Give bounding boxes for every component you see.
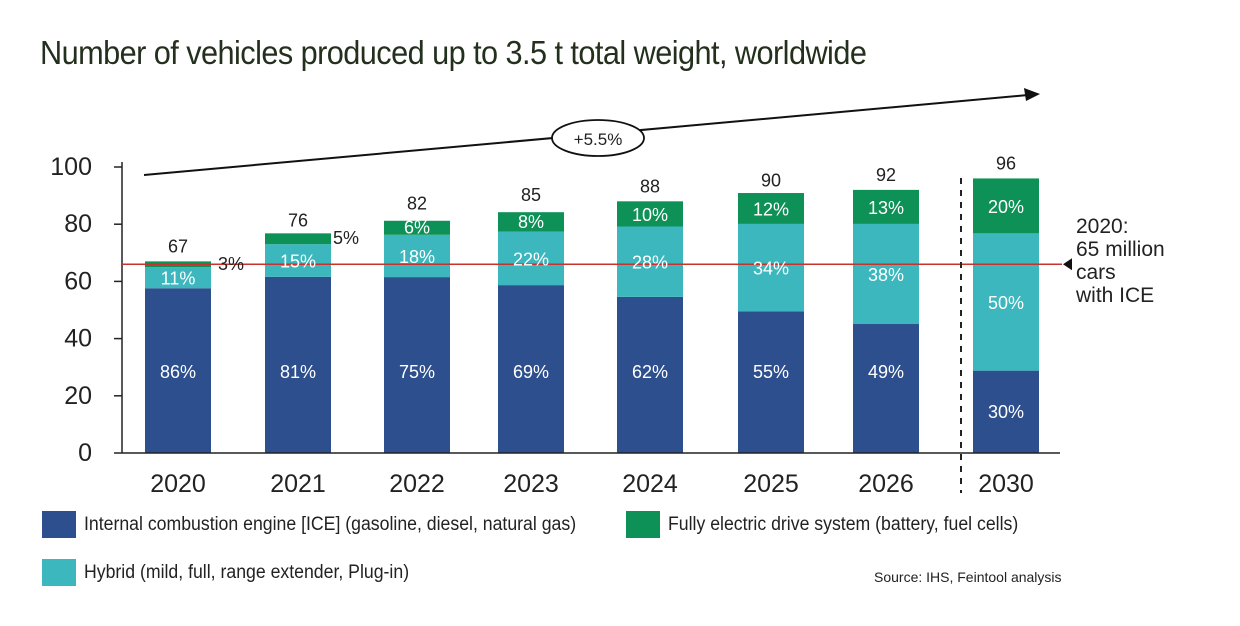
data-label-electric: 12% <box>753 199 789 219</box>
growth-trend: +5.5% <box>143 88 1040 176</box>
bar-segment-electric-2021 <box>265 233 331 245</box>
bar-total-label: 85 <box>521 185 541 205</box>
bar-segment-ice-2030 <box>973 370 1039 453</box>
bar-segment-ice-2020 <box>145 288 211 453</box>
x-tick-label: 2030 <box>978 470 1034 498</box>
y-tick-label: 20 <box>64 382 92 410</box>
bar-segment-hybrid-2030 <box>973 233 1039 371</box>
y-tick-label: 80 <box>64 210 92 238</box>
bar-total-label: 96 <box>996 153 1016 173</box>
bar-total-label: 92 <box>876 165 896 185</box>
legend-swatch-ice <box>42 511 76 538</box>
data-label-electric: 20% <box>988 197 1024 217</box>
data-labels: 86% 11% 3% 67 81% 15% 5% 76 75% 18% 6% 82 69% 22% 8% 85… <box>160 153 1024 422</box>
data-label-hybrid: 50% <box>988 293 1024 313</box>
bar-segment-electric-2025 <box>738 193 804 224</box>
data-label-ice: 86% <box>160 362 196 382</box>
y-tick-label: 60 <box>64 267 92 295</box>
reference-annotation-line: 2020: <box>1076 215 1129 238</box>
bar-segment-ice-2022 <box>384 277 450 453</box>
growth-badge <box>551 119 645 157</box>
source-note: Source: IHS, Feintool analysis <box>874 569 1062 585</box>
data-label-electric: 6% <box>404 218 430 238</box>
data-label-hybrid: 22% <box>513 249 549 269</box>
data-label-hybrid: 34% <box>753 259 789 279</box>
data-label-ice: 62% <box>632 362 668 382</box>
x-tick-label: 2025 <box>743 470 799 498</box>
data-label-electric: 10% <box>632 205 668 225</box>
x-tick-label: 2020 <box>150 470 206 498</box>
x-tick-label: 2021 <box>270 470 326 498</box>
bar-total-label: 88 <box>640 176 660 196</box>
data-label-ice: 55% <box>753 362 789 382</box>
x-tick-label: 2024 <box>622 470 678 498</box>
legend-item-electric: Fully electric drive system (battery, fu… <box>626 511 1045 538</box>
data-label-ice: 69% <box>513 362 549 382</box>
bar-segment-ice-2021 <box>265 276 331 453</box>
bar-segment-hybrid-2023 <box>498 231 564 286</box>
data-label-electric: 8% <box>518 212 544 232</box>
bar-segment-electric-2026 <box>853 189 919 224</box>
data-label-electric: 3% <box>218 254 244 274</box>
bar-segment-ice-2026 <box>853 324 919 453</box>
bar-segment-hybrid-2025 <box>738 223 804 312</box>
bars <box>145 178 1039 453</box>
reference-marker-icon <box>1063 258 1072 271</box>
data-label-ice: 81% <box>280 362 316 382</box>
bar-segment-ice-2025 <box>738 311 804 453</box>
legend-label-electric: Fully electric drive system (battery, fu… <box>668 513 1019 535</box>
bar-segment-hybrid-2026 <box>853 223 919 325</box>
y-tick-label: 40 <box>64 325 92 353</box>
bar-total-label: 90 <box>761 171 781 191</box>
x-axis: 2020 2021 2022 2023 2024 2025 2026 2030 <box>122 178 1060 498</box>
bar-segment-ice-2024 <box>617 296 683 453</box>
reference-annotation-line: cars <box>1076 261 1116 284</box>
data-label-electric: 13% <box>868 198 904 218</box>
legend-label-ice: Internal combustion engine [ICE] (gasoli… <box>84 513 577 535</box>
y-axis: 0 20 40 60 80 100 <box>50 153 123 467</box>
bar-total-label: 67 <box>168 236 188 256</box>
reference-annotation-line: with ICE <box>1075 284 1154 307</box>
bar-segment-electric-2030 <box>973 178 1039 234</box>
bar-total-label: 76 <box>288 211 308 231</box>
x-tick-label: 2023 <box>503 470 559 498</box>
data-label-hybrid: 18% <box>399 247 435 267</box>
chart-title: Number of vehicles produced up to 3.5 t … <box>40 34 867 71</box>
bar-segment-electric-2024 <box>617 201 683 227</box>
data-label-hybrid: 15% <box>280 252 316 272</box>
data-label-electric: 5% <box>333 228 359 248</box>
data-label-hybrid: 11% <box>161 269 196 289</box>
bar-segment-hybrid-2022 <box>384 234 450 278</box>
legend-item-ice: Internal combustion engine [ICE] (gasoli… <box>42 511 613 538</box>
growth-label: +5.5% <box>574 130 623 149</box>
data-label-ice: 49% <box>868 362 904 382</box>
bar-total-label: 82 <box>407 193 427 213</box>
bar-segment-electric-2022 <box>384 220 450 235</box>
legend-swatch-hybrid <box>42 559 76 586</box>
reference-annotation-line: 65 million <box>1076 238 1165 261</box>
x-tick-label: 2026 <box>858 470 914 498</box>
legend-item-hybrid: Hybrid (mild, full, range extender, Plug… <box>42 559 434 586</box>
legend-swatch-electric <box>626 511 660 538</box>
data-label-hybrid: 38% <box>868 265 904 285</box>
legend-label-hybrid: Hybrid (mild, full, range extender, Plug… <box>84 561 410 583</box>
bar-segment-hybrid-2021 <box>265 244 331 277</box>
y-tick-label: 100 <box>50 153 92 181</box>
growth-arrowhead-icon <box>1024 88 1040 101</box>
data-label-ice: 30% <box>988 402 1024 422</box>
bar-segment-ice-2023 <box>498 285 564 453</box>
data-label-ice: 75% <box>399 362 435 382</box>
bar-segment-hybrid-2024 <box>617 226 683 297</box>
data-label-hybrid: 28% <box>632 253 668 273</box>
y-tick-label: 0 <box>78 439 92 467</box>
bar-segment-hybrid-2020 <box>145 267 211 289</box>
bar-segment-electric-2023 <box>498 212 564 232</box>
x-tick-label: 2022 <box>389 470 445 498</box>
